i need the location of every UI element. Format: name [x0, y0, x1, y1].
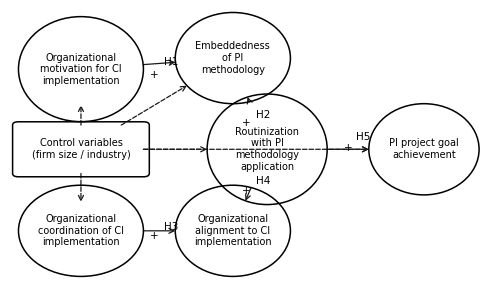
Text: +: +	[150, 231, 159, 241]
Text: Embeddedness
of PI
methodology: Embeddedness of PI methodology	[196, 41, 270, 75]
Text: H5: H5	[356, 132, 370, 142]
Text: H2: H2	[256, 110, 270, 120]
Text: H1: H1	[164, 57, 178, 67]
Text: Routinization
with PI
methodology
application: Routinization with PI methodology applic…	[235, 127, 299, 172]
Text: Organizational
alignment to CI
implementation: Organizational alignment to CI implement…	[194, 214, 272, 247]
Text: Organizational
coordination of CI
implementation: Organizational coordination of CI implem…	[38, 214, 124, 247]
Text: +: +	[242, 118, 251, 128]
Text: PI project goal
achievement: PI project goal achievement	[389, 138, 459, 160]
Text: H3: H3	[164, 222, 178, 232]
Text: Control variables
(firm size / industry): Control variables (firm size / industry)	[32, 138, 130, 160]
Text: +: +	[150, 70, 159, 80]
Text: +: +	[344, 143, 352, 153]
Text: Organizational
motivation for CI
implementation: Organizational motivation for CI impleme…	[40, 52, 122, 86]
Text: H4: H4	[256, 176, 270, 186]
Text: +: +	[242, 186, 251, 196]
